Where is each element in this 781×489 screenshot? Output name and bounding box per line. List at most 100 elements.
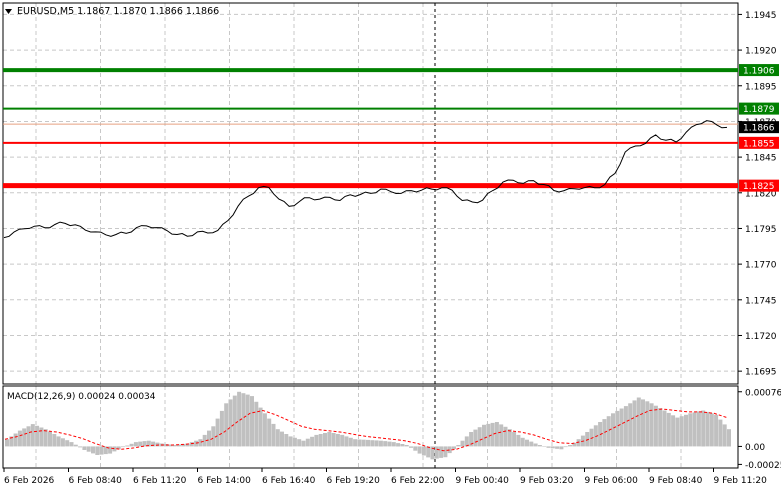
macd-histogram-bar: [280, 431, 284, 447]
macd-histogram-bar: [383, 441, 388, 447]
macd-histogram-bar: [361, 439, 366, 447]
macd-histogram-bar: [95, 446, 100, 455]
macd-histogram-bar: [108, 446, 113, 454]
x-tick-label: 9 Feb 11:20: [714, 476, 768, 486]
level-label-support[interactable]: 1.1825: [739, 179, 779, 193]
macd-histogram-bar: [563, 446, 568, 448]
macd-histogram-bar: [129, 443, 134, 447]
macd-histogram-bar: [413, 446, 418, 451]
macd-histogram-bar: [400, 444, 405, 447]
macd-histogram-bar: [688, 413, 693, 447]
level-lines: [3, 68, 738, 189]
macd-histogram-bar: [658, 408, 663, 447]
x-tick-label: 9 Feb 00:40: [456, 476, 510, 486]
macd-histogram-bar: [194, 440, 199, 447]
macd-histogram-bar: [262, 413, 267, 447]
level-label-support[interactable]: 1.1855: [739, 136, 779, 150]
macd-signal-line: [4, 408, 728, 452]
macd-histogram-bar: [533, 443, 538, 447]
macd-histogram-bar: [9, 436, 14, 447]
macd-histogram-bar: [409, 446, 413, 448]
panel-frames: [2, 2, 739, 469]
chart-title: EURUSD,M5 1.1867 1.1870 1.1866 1.1866: [17, 6, 219, 17]
macd-histogram-bar: [125, 445, 130, 447]
macd-histogram-bar: [305, 438, 310, 447]
macd-histogram-bar: [73, 444, 78, 447]
macd-histogram-bar: [396, 443, 401, 447]
level-label-resistance[interactable]: 1.1906: [739, 64, 779, 77]
macd-histogram-bar: [623, 406, 628, 447]
macd-histogram-bar: [464, 436, 469, 447]
level-label-bg: [739, 102, 779, 115]
macd-histogram-bar: [292, 437, 297, 447]
macd-histogram-bar: [593, 425, 598, 447]
level-label-resistance[interactable]: 1.1879: [739, 102, 779, 116]
macd-histogram-bar: [366, 439, 370, 447]
level-label-text: 1.1855: [743, 139, 775, 149]
macd-histogram-bar: [189, 442, 194, 447]
macd-histogram-bar: [323, 433, 327, 447]
macd-histogram-bar: [237, 391, 242, 447]
macd-histogram-bar: [155, 442, 160, 447]
macd-histogram-bar: [56, 436, 61, 447]
macd-histogram-bar: [503, 426, 508, 447]
macd-histogram-bar: [219, 410, 224, 447]
macd-histogram-bar: [39, 427, 44, 447]
level-labels[interactable]: 1.1906 1.1879 1.1855 1.1825 1.1866: [739, 64, 779, 192]
macd-histogram-bar: [370, 440, 375, 447]
main-panel-frame: [2, 2, 739, 385]
macd-histogram-bar: [434, 446, 439, 459]
macd-histogram-bar: [30, 424, 35, 447]
macd-histogram-bar: [35, 425, 40, 447]
x-tick-label: 6 Feb 19:20: [327, 476, 381, 486]
x-tick-label: 6 Feb 22:00: [391, 476, 445, 486]
macd-histogram-bar: [267, 418, 272, 447]
macd-histogram-bar: [207, 430, 211, 447]
macd-histogram-bar: [417, 446, 422, 454]
y-tick-label: 1.1795: [745, 225, 777, 235]
current-price-label: 1.1866: [739, 121, 779, 134]
macd-histogram-bar: [645, 401, 650, 447]
macd-histogram-bar: [13, 433, 18, 447]
macd-histogram-bar: [456, 445, 461, 447]
level-label-bg: [739, 179, 779, 192]
macd-histogram-bar: [452, 446, 456, 449]
macd-histogram-bar: [709, 413, 714, 447]
y-tick-label: 1.1945: [745, 11, 777, 21]
y-tick-label: 1.1745: [745, 296, 777, 306]
macd-histogram-bar: [421, 446, 426, 456]
macd-histogram-bar: [48, 431, 52, 447]
macd-histogram-bar: [426, 446, 431, 458]
y-tick-label: 1.1695: [745, 368, 777, 378]
macd-histogram-bar: [168, 444, 173, 447]
y-tick-label: 1.1845: [745, 154, 777, 164]
y-tick-label: 1.1820: [745, 189, 777, 199]
macd-histogram-bar: [696, 411, 701, 447]
macd-histogram-bar: [641, 399, 645, 447]
macd-histogram-bar: [271, 423, 276, 447]
macd-histogram-bar: [628, 403, 633, 447]
macd-histogram-bar: [353, 439, 358, 447]
macd-histogram-bar: [537, 445, 542, 447]
macd-histogram-bar: [701, 410, 706, 447]
x-tick-label: 9 Feb 03:20: [520, 476, 574, 486]
macd-histogram-bar: [254, 401, 259, 447]
macd-histogram-bar: [17, 430, 22, 447]
macd-histogram-bar: [26, 426, 31, 447]
y-tick-label: 1.1895: [745, 82, 777, 92]
macd-histogram-bar: [525, 439, 529, 447]
macd-histogram-bar: [142, 441, 147, 447]
macd-histogram-bar: [404, 445, 409, 447]
macd-histogram-bar: [250, 396, 254, 447]
chart-menu-triangle-icon[interactable]: [5, 9, 12, 14]
macd-histogram-bar: [546, 446, 551, 448]
macd-histogram-bar: [301, 440, 306, 447]
macd-histogram-bar: [215, 418, 220, 447]
macd-histogram-bar: [138, 441, 143, 447]
macd-histogram-bar: [335, 434, 340, 447]
macd-histogram-bar: [439, 446, 444, 458]
macd-histogram-bar: [288, 436, 293, 447]
macd-histogram-bar: [318, 434, 323, 447]
macd-histogram-bar: [331, 433, 336, 447]
